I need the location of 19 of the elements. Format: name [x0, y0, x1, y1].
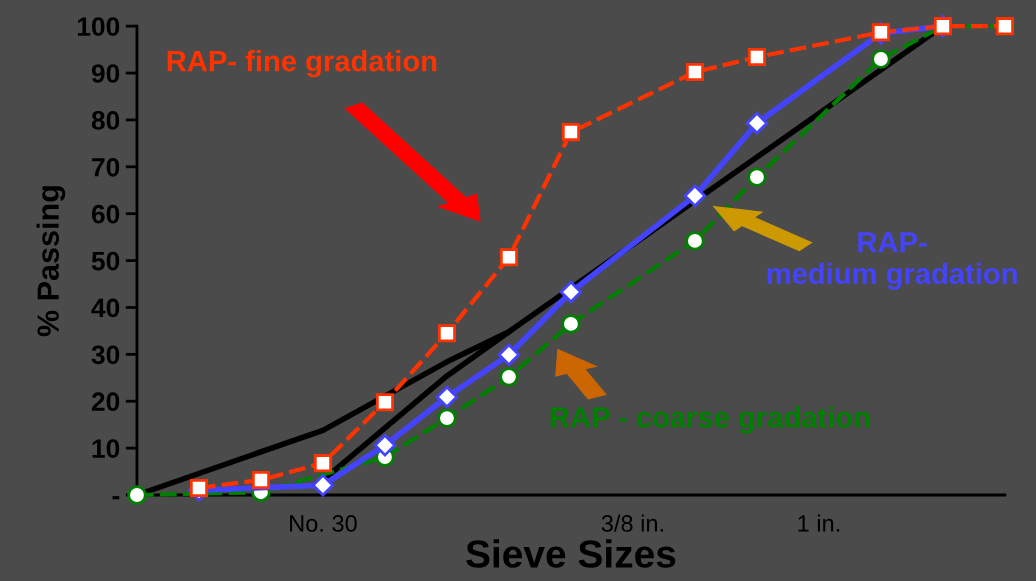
x-tick-label: No. 30: [290, 515, 357, 532]
x-tick-label: 1 in.: [798, 514, 840, 532]
y-tick-label: 80: [91, 111, 120, 130]
y-tick-label: 60: [91, 204, 120, 224]
y-tick-label: -: [112, 496, 120, 500]
series-label: RAP - coarse gradation: [550, 406, 870, 434]
text: RAP- fine gradation: [167, 50, 437, 78]
y-tick-label: 20: [91, 392, 120, 412]
y-tick-label: 10: [92, 439, 120, 458]
y-axis-title: % Passing: [36, 186, 66, 337]
y-tick-label: 30: [91, 345, 120, 365]
y-tick-label: 100: [77, 17, 120, 36]
text: RAP- medium gradation: [767, 232, 1017, 290]
x-axis-title: Sieve Sizes: [466, 539, 676, 568]
x-tick-label: 3/8 in.: [601, 514, 663, 532]
y-tick-label: 40: [91, 298, 120, 318]
y-tick-label: 50: [91, 251, 120, 271]
y-tick-label: 90: [91, 64, 120, 83]
y-tick-label: 70: [92, 157, 120, 177]
